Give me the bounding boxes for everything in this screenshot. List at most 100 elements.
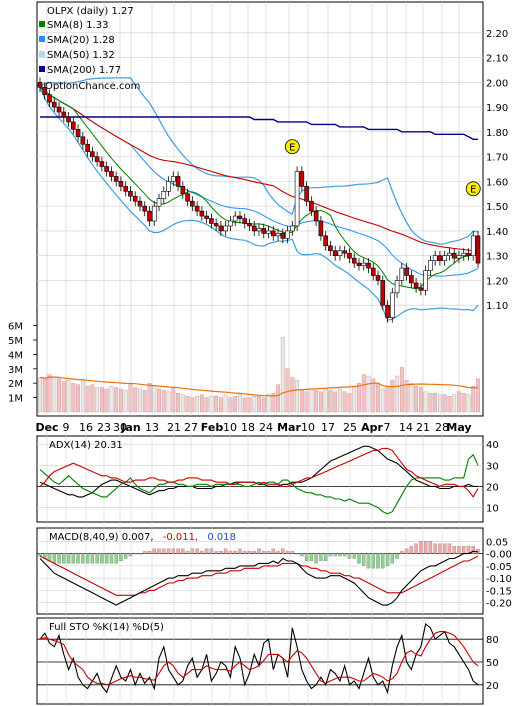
candle-body xyxy=(209,218,214,224)
candle-body xyxy=(247,223,252,227)
candle-body xyxy=(299,171,305,187)
candle-body xyxy=(328,245,333,252)
panel-tick: 40 xyxy=(486,440,499,451)
candle-body xyxy=(213,223,219,227)
candle-body xyxy=(432,255,438,261)
adx-title: ADX(14) 20.31 xyxy=(49,440,123,451)
candle-body xyxy=(104,166,109,172)
volume-bar xyxy=(342,391,347,413)
candle-body xyxy=(385,304,390,318)
volume-bar xyxy=(95,387,100,413)
volume-bar xyxy=(199,394,204,413)
volume-bar xyxy=(390,380,395,413)
macd-histogram-bar xyxy=(81,553,85,564)
volume-tick: 4M xyxy=(8,350,23,361)
volume-tick: 1M xyxy=(8,394,23,405)
candle-body xyxy=(475,235,481,264)
macd-histogram-bar xyxy=(100,553,104,564)
candle-body xyxy=(128,190,133,197)
candle-body xyxy=(171,176,176,182)
volume-axis: 6M 5M 4M 3M 2M 1M xyxy=(8,322,37,405)
candle-body xyxy=(428,260,433,271)
macd-histogram-bar xyxy=(214,551,218,554)
candle-body xyxy=(199,210,205,217)
volume-bar xyxy=(104,388,109,413)
macd-histogram-bar xyxy=(262,551,266,554)
volume-bar xyxy=(42,378,47,413)
macd-histogram-bar xyxy=(314,553,318,564)
volume-bar xyxy=(423,391,428,413)
candle-body xyxy=(142,205,148,212)
candle-body xyxy=(275,233,281,237)
candle-body xyxy=(251,225,257,232)
candle-body xyxy=(304,186,309,202)
x-tick-label: 25 xyxy=(343,421,357,434)
macd-histogram-bar xyxy=(171,548,176,554)
macd-histogram-bar xyxy=(423,541,428,554)
volume-average-line xyxy=(39,376,479,397)
volume-bar xyxy=(280,336,285,413)
volume-bar xyxy=(180,394,185,413)
volume-tick: 2M xyxy=(8,379,23,390)
candle-body xyxy=(413,282,419,289)
macd-histogram-bar xyxy=(238,548,242,554)
macd-histogram-bar xyxy=(66,553,71,564)
volume-bar xyxy=(147,383,152,413)
candle-body xyxy=(75,129,81,138)
macd-histogram-bar xyxy=(276,551,280,554)
candle-body xyxy=(190,200,195,207)
macd-histogram-bar xyxy=(152,548,156,554)
macd-title-group: MACD(8,40,9) 0.007, -0.011, 0.018 xyxy=(49,532,236,543)
macd-histogram-bar xyxy=(219,551,223,554)
macd-histogram-bar xyxy=(428,541,433,554)
macd-histogram-bar xyxy=(38,553,42,557)
volume-bar xyxy=(414,385,419,413)
volume-bar xyxy=(114,387,119,413)
volume-bar xyxy=(428,393,433,413)
volume-bar xyxy=(285,368,290,413)
panel-tick: 50 xyxy=(486,658,499,669)
volume-bar xyxy=(371,378,376,413)
candles xyxy=(37,77,481,323)
macd-histogram-bar xyxy=(162,548,166,554)
volume-bar xyxy=(109,385,114,413)
sma8-swatch xyxy=(39,21,45,27)
volume-tick: 3M xyxy=(8,365,23,376)
x-tick-label: 17 xyxy=(321,421,335,434)
macd-histogram-bar xyxy=(52,553,56,564)
x-tick-label: 13 xyxy=(145,421,159,434)
macd-histogram-bar xyxy=(85,553,90,564)
macd-histogram-bar xyxy=(247,551,252,554)
volume-bar xyxy=(376,383,380,413)
candle-body xyxy=(194,205,200,212)
macd-histogram-bar xyxy=(271,548,275,554)
sma200-line xyxy=(40,116,478,140)
volume-bar xyxy=(228,397,233,413)
volume-bar xyxy=(433,393,438,413)
volume-bars xyxy=(38,336,480,413)
panel-tick: 0.05 xyxy=(486,537,508,548)
candle-body xyxy=(47,94,52,103)
candle-body xyxy=(370,267,376,276)
volume-bar xyxy=(299,390,304,413)
candle-body xyxy=(185,193,190,202)
x-tick-label: 9 xyxy=(63,421,70,434)
price-tick: 1.90 xyxy=(486,103,508,114)
macd-histogram-bar xyxy=(304,553,309,562)
macd-histogram-bar xyxy=(195,548,199,554)
volume-bar xyxy=(190,397,195,413)
sto-title: Full STO %K(14) %D(5) xyxy=(49,622,164,633)
macd-histogram-bar xyxy=(462,546,466,554)
volume-bar xyxy=(218,397,223,413)
earnings-marker-label: E xyxy=(289,143,295,154)
panel-tick: -0.10 xyxy=(486,574,512,585)
volume-bar xyxy=(399,367,404,413)
macd-histogram-bar xyxy=(457,546,461,554)
macd-histogram-bar xyxy=(143,551,147,554)
candle-body xyxy=(290,225,295,232)
volume-bar xyxy=(295,380,300,413)
volume-bar xyxy=(366,375,371,413)
macd-histogram-bar xyxy=(290,551,295,554)
macd-histogram-bar xyxy=(281,548,285,554)
